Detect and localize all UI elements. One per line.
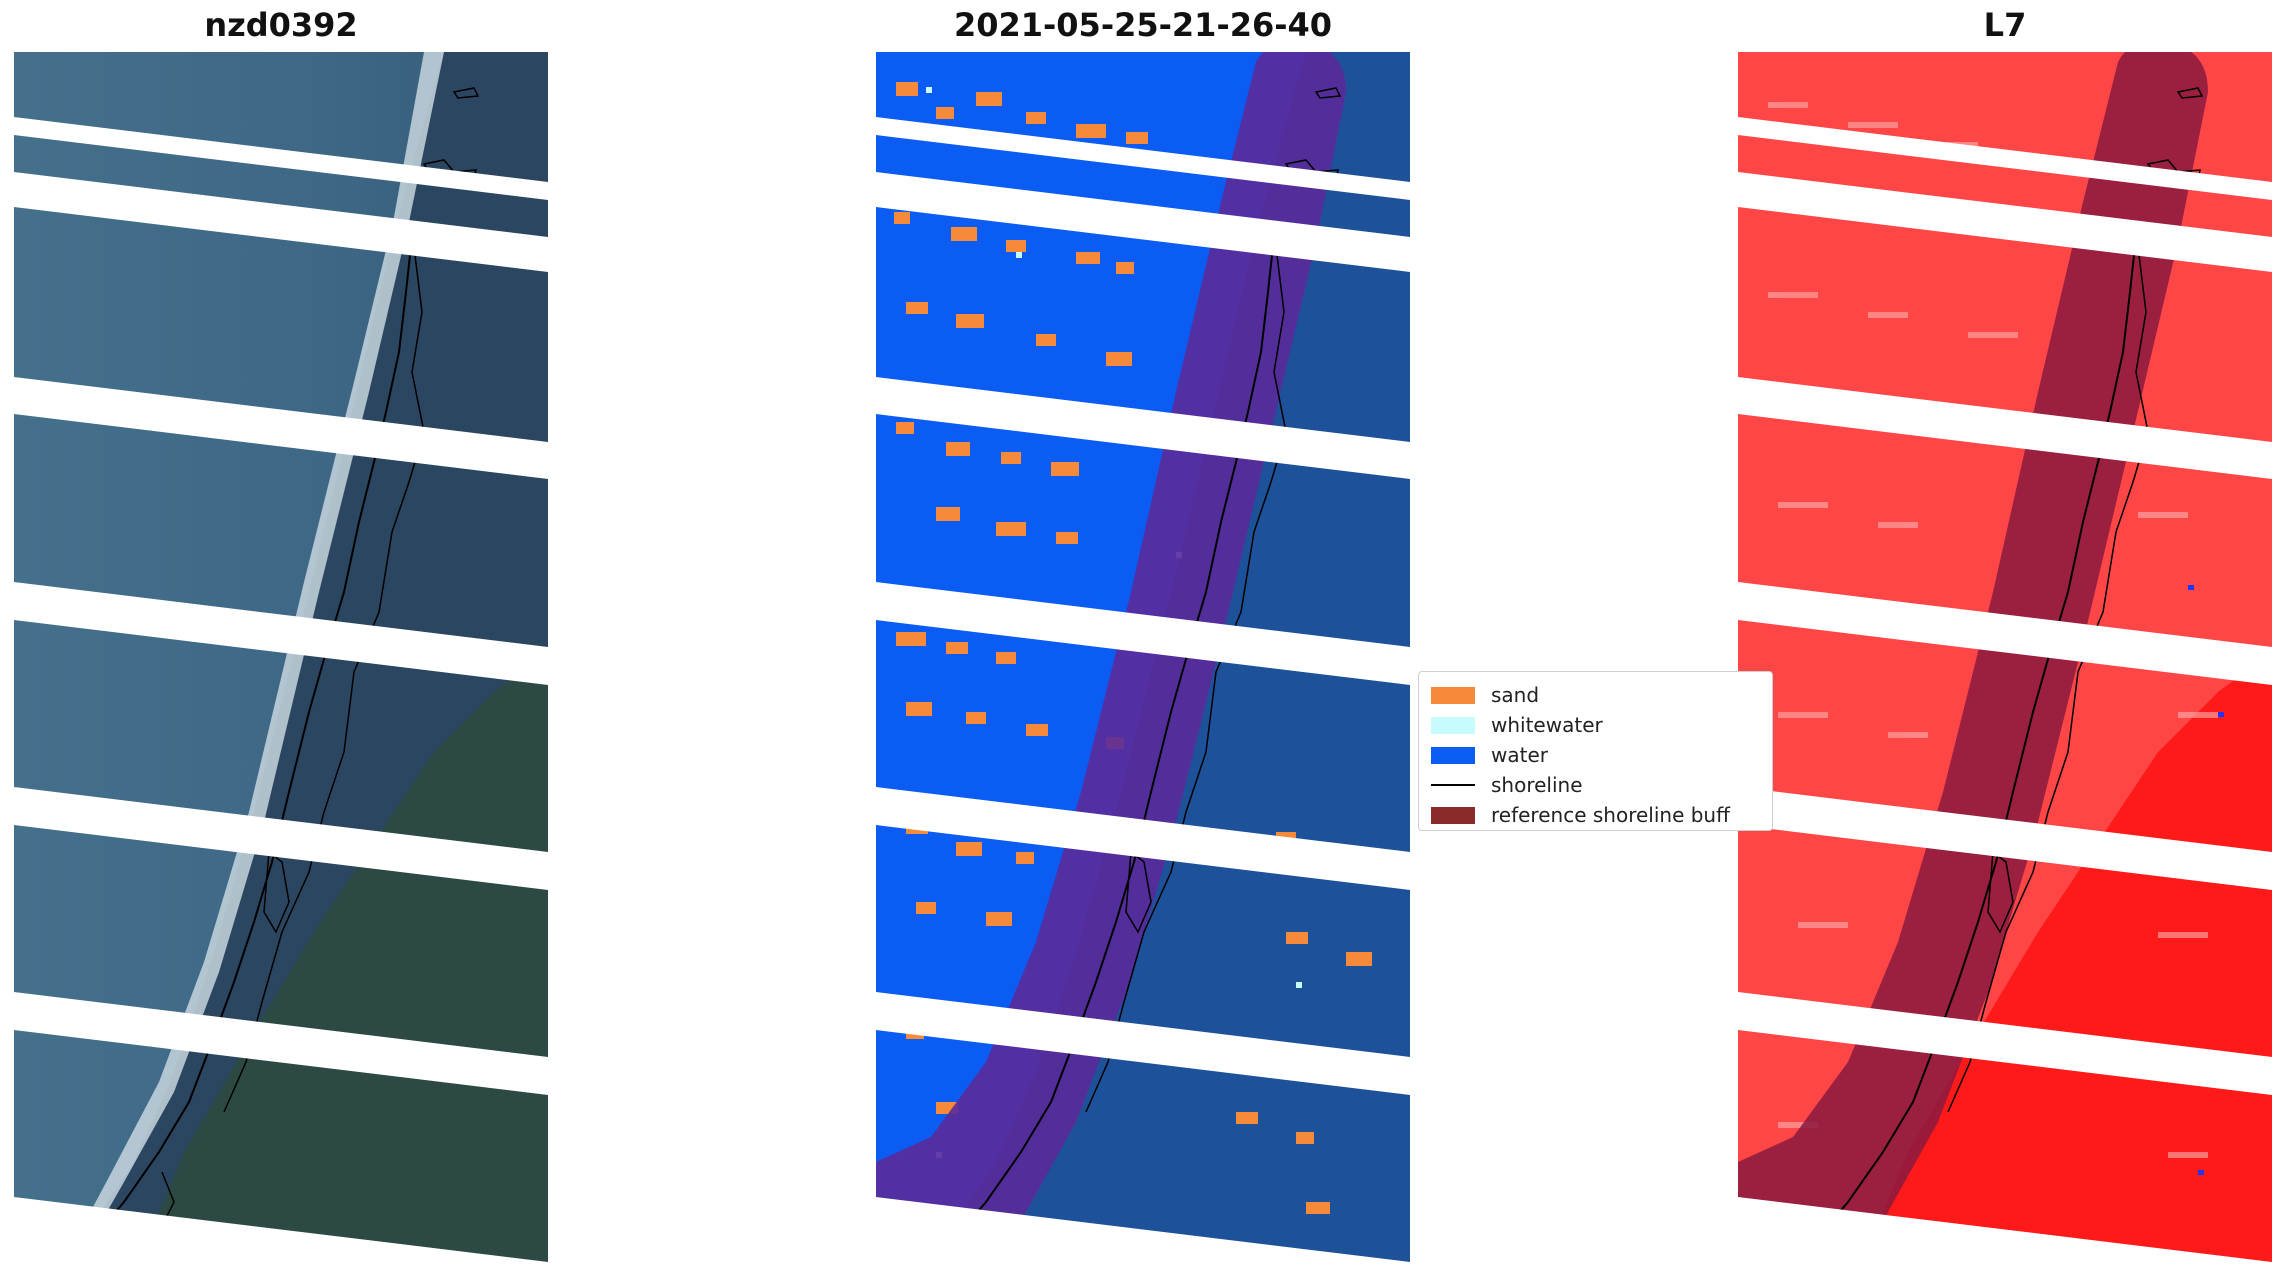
reference-shoreline-buffer [876,52,1346,1267]
scan-line-gaps [876,117,1410,1272]
shoreline-islet-1 [452,87,480,99]
legend-swatch-water [1431,746,1475,764]
shoreline-loop [1125,850,1152,934]
panel-title-rgb: nzd0392 [204,6,358,44]
legend-swatch-buffer [1431,806,1475,824]
classified-image-panel [876,52,1410,1272]
shoreline-loop [263,850,290,934]
shoreline-islet-1 [2176,87,2204,99]
rgb-image [14,52,548,1272]
index-land-area [1858,652,2272,1272]
legend-label-sand: sand [1491,683,1540,707]
scan-line-gaps [1738,117,2272,1272]
legend-entry-sand: sand [1431,680,1772,710]
legend-swatch-sand [1431,686,1475,704]
panel-title-index: L7 [1983,6,2027,44]
legend-label-whitewater: whitewater [1491,713,1603,737]
inland-contour [223,246,425,1113]
legend-entry-shoreline: shoreline [1431,770,1772,800]
shoreline-line [1792,236,2137,1253]
index-image [1738,52,2272,1272]
shoreline-line [68,236,413,1253]
legend-label-buffer: reference shoreline buff [1491,803,1730,827]
index-outlier-pixel-2 [2218,712,2224,717]
reference-shoreline-buffer [1738,52,2208,1267]
legend-swatch-whitewater [1431,716,1475,734]
legend-label-shoreline: shoreline [1491,773,1583,797]
index-outlier-pixel-1 [2188,585,2194,590]
shoreline-islet-1 [1314,87,1342,99]
rgb-image-panel [14,52,548,1272]
index-image-panel [1738,52,2272,1272]
legend-swatch-shoreline [1431,784,1475,786]
legend-entry-whitewater: whitewater [1431,710,1772,740]
shoreline-line [930,236,1275,1253]
inland-contour [1947,246,2149,1113]
scan-line-gaps [14,117,548,1272]
index-outlier-pixel-3 [2198,1170,2204,1175]
legend-entry-buffer: reference shoreline buff [1431,800,1772,830]
shoreline-loop [1987,850,2014,934]
legend-entry-water: water [1431,740,1772,770]
legend-label-water: water [1491,743,1548,767]
inland-contour [1085,246,1287,1113]
vegetation-area [134,652,548,1272]
panel-title-classified: 2021-05-25-21-26-40 [953,6,1333,44]
legend: sand whitewater water shoreline referenc… [1418,671,1773,831]
classified-image [876,52,1410,1272]
index-texture [1768,102,2218,1158]
